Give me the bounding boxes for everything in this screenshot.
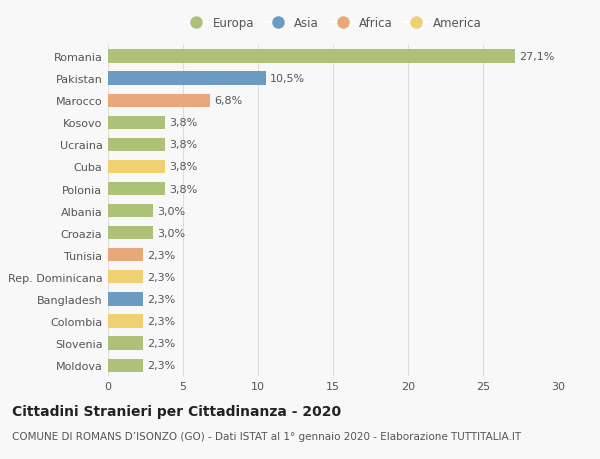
- Bar: [108, 205, 153, 218]
- Bar: [108, 95, 210, 107]
- Bar: [108, 315, 143, 328]
- Text: 2,3%: 2,3%: [147, 338, 175, 348]
- Text: 27,1%: 27,1%: [519, 52, 554, 62]
- Text: 6,8%: 6,8%: [215, 96, 243, 106]
- Text: 2,3%: 2,3%: [147, 272, 175, 282]
- Bar: [108, 337, 143, 350]
- Text: 3,8%: 3,8%: [170, 184, 198, 194]
- Text: 3,0%: 3,0%: [157, 206, 185, 216]
- Bar: [108, 117, 165, 129]
- Bar: [108, 161, 165, 174]
- Bar: [108, 249, 143, 262]
- Text: Cittadini Stranieri per Cittadinanza - 2020: Cittadini Stranieri per Cittadinanza - 2…: [12, 404, 341, 418]
- Text: 3,8%: 3,8%: [170, 162, 198, 172]
- Text: 2,3%: 2,3%: [147, 294, 175, 304]
- Bar: [108, 293, 143, 306]
- Bar: [108, 139, 165, 151]
- Bar: [108, 50, 515, 63]
- Bar: [108, 359, 143, 372]
- Bar: [108, 73, 265, 85]
- Bar: [108, 227, 153, 240]
- Text: 2,3%: 2,3%: [147, 360, 175, 370]
- Text: 10,5%: 10,5%: [270, 74, 305, 84]
- Bar: [108, 271, 143, 284]
- Text: 2,3%: 2,3%: [147, 316, 175, 326]
- Bar: [108, 183, 165, 196]
- Text: 3,8%: 3,8%: [170, 140, 198, 150]
- Text: COMUNE DI ROMANS D’ISONZO (GO) - Dati ISTAT al 1° gennaio 2020 - Elaborazione TU: COMUNE DI ROMANS D’ISONZO (GO) - Dati IS…: [12, 431, 521, 442]
- Text: 3,0%: 3,0%: [157, 228, 185, 238]
- Text: 3,8%: 3,8%: [170, 118, 198, 128]
- Legend: Europa, Asia, Africa, America: Europa, Asia, Africa, America: [181, 13, 485, 34]
- Text: 2,3%: 2,3%: [147, 250, 175, 260]
